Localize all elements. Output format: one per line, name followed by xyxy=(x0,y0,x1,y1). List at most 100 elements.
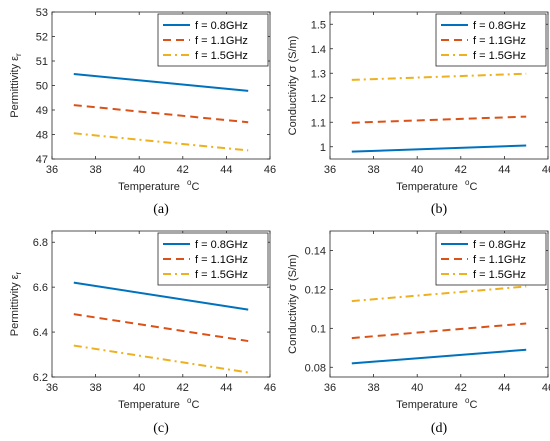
y-axis-label-text: Permittivity ε xyxy=(9,274,21,336)
x-tick-label: 36 xyxy=(46,164,58,176)
x-tick-label: 44 xyxy=(220,164,232,176)
series-line-1 xyxy=(73,313,249,343)
x-axis-unit: oC xyxy=(187,396,199,411)
panel-caption: (b) xyxy=(431,202,448,217)
x-tick-label: 46 xyxy=(264,382,276,394)
plot-frame xyxy=(329,11,549,160)
x-axis-label: Temperature xyxy=(396,399,458,411)
legend-label-0: f = 0.8GHz xyxy=(473,20,526,32)
x-axis-label: Temperature xyxy=(396,181,458,193)
y-axis-label: Conductivity σ (S/m) xyxy=(287,254,299,354)
legend-label-0: f = 0.8GHz xyxy=(473,239,526,251)
y-tick-label: 6.6 xyxy=(33,282,48,294)
legend-label-0: f = 0.8GHz xyxy=(195,239,248,251)
panel-caption: (d) xyxy=(431,421,448,436)
x-axis-unit: oC xyxy=(465,396,477,411)
x-tick-label: 42 xyxy=(455,382,467,394)
x-tick-label: 42 xyxy=(177,382,189,394)
y-axis-label-subscript: r xyxy=(14,271,23,274)
panel-3: 36 38 40 42 44 46 0.08 0.1 0.12 0.14 Temperature oC… xyxy=(287,230,550,436)
y-tick-label: 49 xyxy=(36,105,48,117)
series-line-1 xyxy=(351,322,527,340)
series-line-0 xyxy=(73,281,249,311)
series-line-0 xyxy=(351,144,527,153)
x-tick-label: 46 xyxy=(264,164,276,176)
series-line-1 xyxy=(351,115,527,124)
panel-0: 36 38 40 42 44 46 47 48 49 50 51 52 53 Temperature oC P… xyxy=(9,7,276,217)
x-tick-label: 42 xyxy=(177,164,189,176)
series-line-2 xyxy=(351,72,527,81)
x-axis-unit: oC xyxy=(465,178,477,193)
legend-label-1: f = 1.1GHz xyxy=(195,254,248,266)
x-tick-label: 40 xyxy=(411,164,423,176)
y-tick-label: 50 xyxy=(36,81,48,93)
y-tick-label: 1.4 xyxy=(311,44,326,56)
legend-label-0: f = 0.8GHz xyxy=(195,20,248,32)
panel-caption: (a) xyxy=(153,202,169,217)
y-tick-label: 1 xyxy=(320,142,326,154)
x-tick-label: 38 xyxy=(367,382,379,394)
panel-1: 36 38 40 42 44 46 1 1.1 1.2 1.3 1.4 1.5 Temperature o… xyxy=(287,11,550,217)
series-line-0 xyxy=(351,348,527,365)
y-tick-label: 1.3 xyxy=(311,68,326,80)
x-axis-label: Temperature xyxy=(118,181,180,193)
y-axis-label-text: Conductivity σ (S/m) xyxy=(287,254,299,354)
legend-label-2: f = 1.5GHz xyxy=(195,269,248,281)
series-line-0 xyxy=(73,72,249,92)
plot-frame xyxy=(329,230,549,378)
y-tick-label: 6.8 xyxy=(33,237,48,249)
y-tick-label: 6.2 xyxy=(33,372,48,384)
x-tick-label: 36 xyxy=(324,164,336,176)
x-tick-label: 40 xyxy=(411,382,423,394)
y-tick-label: 48 xyxy=(36,130,48,142)
y-tick-label: 0.12 xyxy=(305,284,326,296)
x-axis-unit: oC xyxy=(187,178,199,193)
x-axis-label-text: Temperature xyxy=(118,181,180,193)
x-tick-label: 38 xyxy=(89,164,101,176)
panel-caption: (c) xyxy=(153,421,169,436)
y-tick-label: 6.4 xyxy=(33,327,48,339)
x-axis-label-text: Temperature xyxy=(396,399,458,411)
x-tick-label: 38 xyxy=(89,382,101,394)
legend-label-2: f = 1.5GHz xyxy=(195,50,248,62)
y-tick-label: 47 xyxy=(36,154,48,166)
y-tick-label: 0.1 xyxy=(311,323,326,335)
panel-2: 36 38 40 42 44 46 6.2 6.4 6.6 6.8 Temperature oC Per… xyxy=(9,230,276,436)
x-tick-label: 42 xyxy=(455,164,467,176)
y-tick-label: 53 xyxy=(36,7,48,19)
y-axis-label: Conductivity σ (S/m) xyxy=(287,36,299,136)
x-tick-label: 40 xyxy=(133,164,145,176)
x-tick-label: 44 xyxy=(220,382,232,394)
y-tick-label: 1.5 xyxy=(311,19,326,31)
legend-label-2: f = 1.5GHz xyxy=(473,50,526,62)
x-tick-label: 38 xyxy=(367,164,379,176)
y-axis-label-text: Conductivity σ (S/m) xyxy=(287,36,299,136)
y-tick-label: 0.08 xyxy=(305,362,326,374)
legend-label-1: f = 1.1GHz xyxy=(473,35,526,47)
y-tick-label: 52 xyxy=(36,32,48,44)
x-tick-label: 44 xyxy=(498,164,510,176)
x-tick-label: 40 xyxy=(133,382,145,394)
series-line-1 xyxy=(73,104,249,124)
x-axis-label: Temperature xyxy=(118,399,180,411)
series-line-2 xyxy=(73,132,249,152)
x-tick-label: 46 xyxy=(542,382,550,394)
x-tick-label: 36 xyxy=(324,382,336,394)
series-line-2 xyxy=(351,285,527,303)
x-axis-label-text: Temperature xyxy=(396,181,458,193)
y-axis-label: Permittivity εr xyxy=(9,271,23,336)
series-line-2 xyxy=(73,344,249,374)
legend-label-1: f = 1.1GHz xyxy=(195,35,248,47)
plot-frame xyxy=(51,230,271,378)
x-axis-label-text: Temperature xyxy=(118,399,180,411)
y-axis-label-text: Permittivity ε xyxy=(9,56,21,118)
legend-label-1: f = 1.1GHz xyxy=(473,254,526,266)
x-tick-label: 36 xyxy=(46,382,58,394)
x-tick-label: 46 xyxy=(542,164,550,176)
y-tick-label: 0.14 xyxy=(305,245,326,257)
x-tick-label: 44 xyxy=(498,382,510,394)
legend-label-2: f = 1.5GHz xyxy=(473,269,526,281)
y-axis-label-subscript: r xyxy=(14,53,23,56)
y-tick-label: 1.2 xyxy=(311,93,326,105)
